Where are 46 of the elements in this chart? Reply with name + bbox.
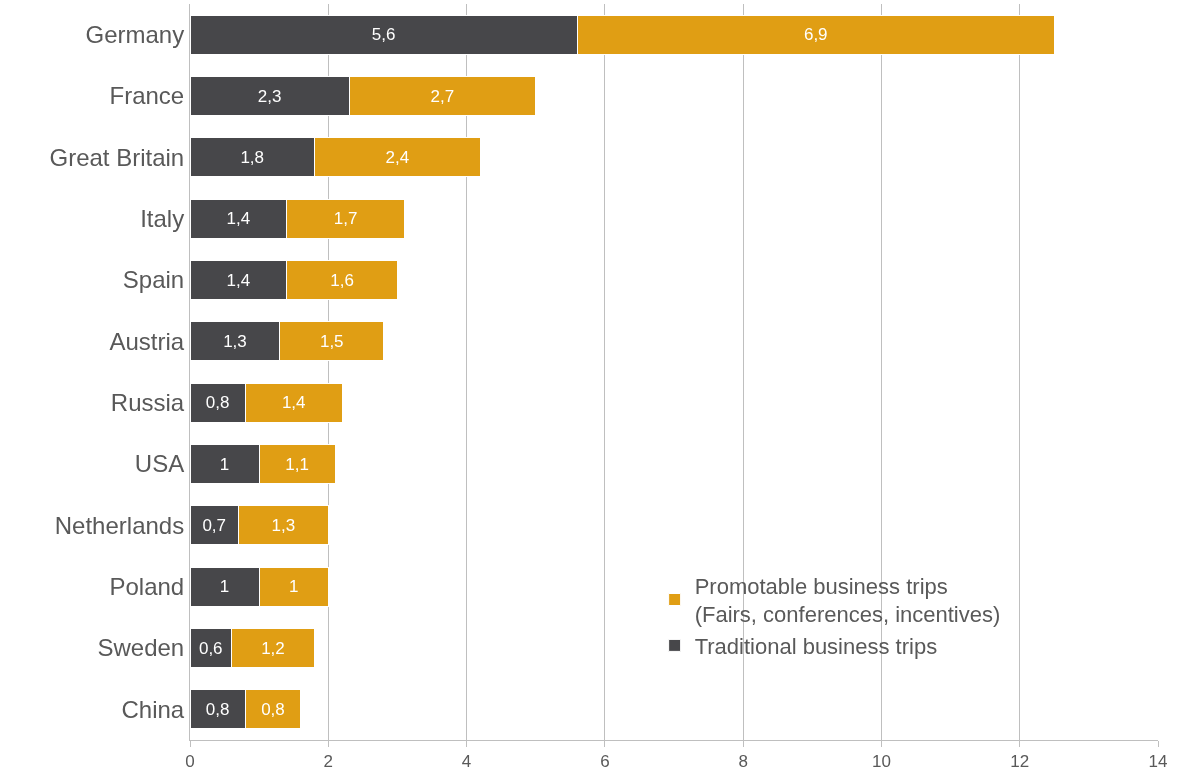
data-label: 1,4 <box>281 393 306 413</box>
data-label: 1 <box>288 577 299 597</box>
data-label: 1,6 <box>330 270 354 290</box>
x-tick-label: 14 <box>1148 752 1168 772</box>
data-label: 5,6 <box>371 25 396 45</box>
y-tick-label: Italy <box>140 205 185 233</box>
x-tick-label: 6 <box>600 752 610 772</box>
data-label: 2,3 <box>257 86 282 106</box>
data-label: 1,8 <box>240 147 265 167</box>
y-tick-label: Austria <box>109 327 185 355</box>
data-label: 0,6 <box>198 638 223 658</box>
data-label: 2,4 <box>385 147 410 167</box>
data-label: 0,8 <box>205 699 230 719</box>
data-label: 1,4 <box>226 209 251 229</box>
x-tick-label: 2 <box>323 752 334 772</box>
x-tick-label: 10 <box>871 752 891 772</box>
data-label: 1,3 <box>271 515 296 535</box>
y-tick-label: USA <box>134 450 185 478</box>
y-tick-label: France <box>109 82 185 110</box>
data-label: 1,7 <box>333 209 358 229</box>
x-tick-label: 12 <box>1010 752 1030 772</box>
data-label: 0,8 <box>261 699 285 719</box>
y-tick-label: Great Britain <box>49 143 185 171</box>
legend-label: Traditional business trips <box>694 633 938 659</box>
y-tick-label: Netherlands <box>54 511 185 539</box>
data-label: 1,3 <box>223 331 247 351</box>
y-tick-label: Germany <box>85 21 185 49</box>
data-label: 0,8 <box>205 393 230 413</box>
x-tick-label: 4 <box>461 752 472 772</box>
x-tick-label: 0 <box>185 752 195 772</box>
y-tick-label: Russia <box>110 389 185 417</box>
data-label: 6,9 <box>803 25 828 45</box>
x-tick-label: 8 <box>738 752 748 772</box>
data-label: 1,2 <box>261 638 285 658</box>
y-tick-label: Poland <box>109 573 185 601</box>
data-label: 1,4 <box>226 270 251 290</box>
data-label: 0,7 <box>202 515 227 535</box>
y-tick-label: China <box>121 695 185 723</box>
y-tick-label: Sweden <box>97 634 185 662</box>
data-label: 2,7 <box>430 86 455 106</box>
data-label: 1,1 <box>285 454 309 474</box>
legend-label: Promotable business trips (Fairs, conferences, incentives) <box>694 573 1001 628</box>
data-label: 1 <box>219 454 230 474</box>
data-label: 1 <box>219 577 230 597</box>
y-tick-label: Spain <box>122 266 185 294</box>
data-label: 1,5 <box>319 331 344 351</box>
